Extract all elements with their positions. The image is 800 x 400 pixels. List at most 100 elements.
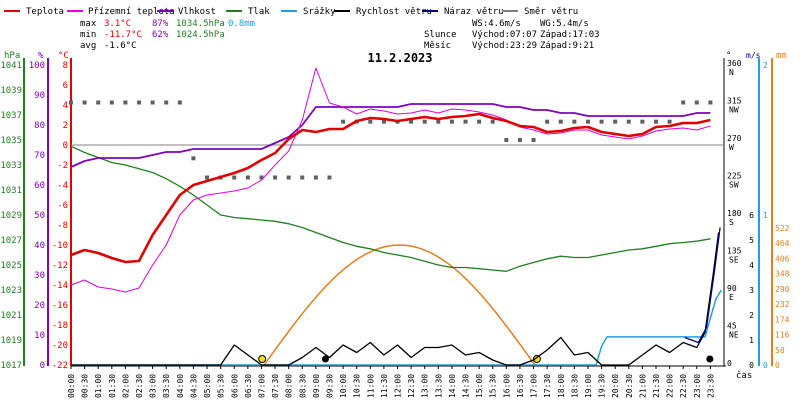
dir-dot xyxy=(109,100,114,105)
sun-rise: Východ:07:07 xyxy=(472,30,537,40)
stat-min-temp: -11.7°C xyxy=(104,30,142,40)
series-temp xyxy=(70,112,711,264)
temp-tick-label: -4 xyxy=(57,181,68,191)
dir-tick-name: NW xyxy=(729,106,739,115)
dir-dot xyxy=(477,119,482,124)
chart-title: 11.2.2023 xyxy=(367,51,432,65)
x-tick-label: 18:30 xyxy=(570,374,579,398)
press-tick-label: 1025 xyxy=(0,261,22,271)
rain-tick-label: 174 xyxy=(775,315,790,324)
dir-dot xyxy=(164,100,169,105)
x-tick-label: 13:00 xyxy=(421,374,430,398)
hum-tick-label: 20 xyxy=(34,301,45,311)
x-tick-label: 16:30 xyxy=(516,374,525,398)
dir-dot xyxy=(667,119,672,124)
dir-dot xyxy=(232,175,237,180)
sun-set: Západ:17:03 xyxy=(540,30,600,40)
legend-item-wind: Rychlost větru xyxy=(334,7,432,17)
hum-tick-label: 60 xyxy=(34,181,45,191)
dir-dot xyxy=(381,119,386,124)
wind-tick-label: 6 xyxy=(749,211,754,220)
hum-tick-label: 70 xyxy=(34,151,45,161)
dir-dot xyxy=(640,119,645,124)
press-tick-label: 1039 xyxy=(0,86,22,96)
dir-dot xyxy=(572,119,577,124)
x-tick-label: 04:30 xyxy=(189,374,198,398)
stat-min-hum: 62% xyxy=(152,30,169,40)
stat-max-hum: 87% xyxy=(152,19,169,29)
temp-tick-label: -20 xyxy=(52,341,68,351)
x-tick-label: 13:30 xyxy=(434,374,443,398)
x-tick-label: 09:00 xyxy=(312,374,321,398)
wind-unit: m/s xyxy=(746,51,761,60)
x-tick-label: 02:30 xyxy=(135,374,144,398)
dir-dot xyxy=(613,119,618,124)
dir-dot xyxy=(545,119,550,124)
dir-tick-label: 360 xyxy=(727,59,742,68)
press-tick-label: 1019 xyxy=(0,336,22,346)
x-tick-label: 08:00 xyxy=(285,374,294,398)
press-tick-label: 1037 xyxy=(0,111,22,121)
dir-dot xyxy=(259,175,264,180)
series-lines xyxy=(70,67,722,366)
moon-rise: Východ:23:29 xyxy=(472,41,537,51)
dir-dot xyxy=(327,175,332,180)
hum-unit: % xyxy=(38,51,44,61)
dir-dot xyxy=(708,100,713,105)
dir-dot xyxy=(449,119,454,124)
x-tick-label: 10:30 xyxy=(353,374,362,398)
x-tick-label: 21:00 xyxy=(638,374,647,398)
dir-dot xyxy=(585,119,590,124)
x-tick-label: 09:30 xyxy=(325,374,334,398)
x-tick-label: 03:00 xyxy=(149,374,158,398)
legend-item-press: Tlak xyxy=(226,7,270,17)
x-tick-label: 23:00 xyxy=(693,374,702,398)
series-rain xyxy=(71,289,722,366)
dir-dot xyxy=(205,175,210,180)
legend: Teplota Přízemní teplota Vlhkost Tlak Sr… xyxy=(4,7,578,17)
svg-text:Přízemní teplota: Přízemní teplota xyxy=(88,7,175,17)
dir-tick-name: NE xyxy=(729,331,739,340)
temp-unit: °C xyxy=(58,51,69,61)
dir-dot xyxy=(150,100,155,105)
hum-tick-label: 0 xyxy=(40,361,45,371)
dir-dot xyxy=(368,119,373,124)
dir-dot xyxy=(463,119,468,124)
svg-text:Srážky: Srážky xyxy=(303,7,336,17)
press-tick-label: 1041 xyxy=(0,61,22,71)
wind-tick-label: 3 xyxy=(749,286,754,295)
temp-tick-label: -18 xyxy=(52,321,68,331)
x-tick-label: 17:30 xyxy=(543,374,552,398)
rain-tick-label: 232 xyxy=(775,300,790,309)
moon-set: Západ:9:21 xyxy=(540,41,594,51)
sun-arc xyxy=(263,244,536,366)
sunrise-marker xyxy=(258,355,267,363)
x-tick-label: 21:30 xyxy=(652,374,661,398)
moonrise-marker xyxy=(706,355,714,363)
dir-dot xyxy=(694,100,699,105)
dir-dot xyxy=(436,119,441,124)
dir-dot xyxy=(409,119,414,124)
dir-dot xyxy=(191,156,196,161)
rain-tick-label: 58 xyxy=(775,346,785,355)
hum-tick-label: 10 xyxy=(34,331,45,341)
x-tick-label: 05:30 xyxy=(217,374,226,398)
dir-dot xyxy=(82,100,87,105)
dir-tick-name: S xyxy=(729,218,734,227)
dir-tick-name: N xyxy=(729,68,734,77)
x-tick-label: 22:00 xyxy=(666,374,675,398)
dir-dot xyxy=(490,119,495,124)
press-tick-label: 1029 xyxy=(0,211,22,221)
svg-text:Směr větru: Směr větru xyxy=(524,7,578,17)
legend-item-gust: Náraz větru xyxy=(422,7,504,17)
x-tick-label: 20:30 xyxy=(625,374,634,398)
dir-dot xyxy=(96,100,101,105)
temp-tick-label: 0 xyxy=(63,141,68,151)
moonset-marker xyxy=(321,355,329,363)
rain-unit: mm xyxy=(776,51,787,61)
sun-label: Slunce xyxy=(424,30,457,40)
dir-tick-name: E xyxy=(729,293,734,302)
press-tick-label: 1033 xyxy=(0,161,22,171)
x-tick-label: 07:30 xyxy=(271,374,280,398)
dir-tick-name: W xyxy=(729,143,734,152)
